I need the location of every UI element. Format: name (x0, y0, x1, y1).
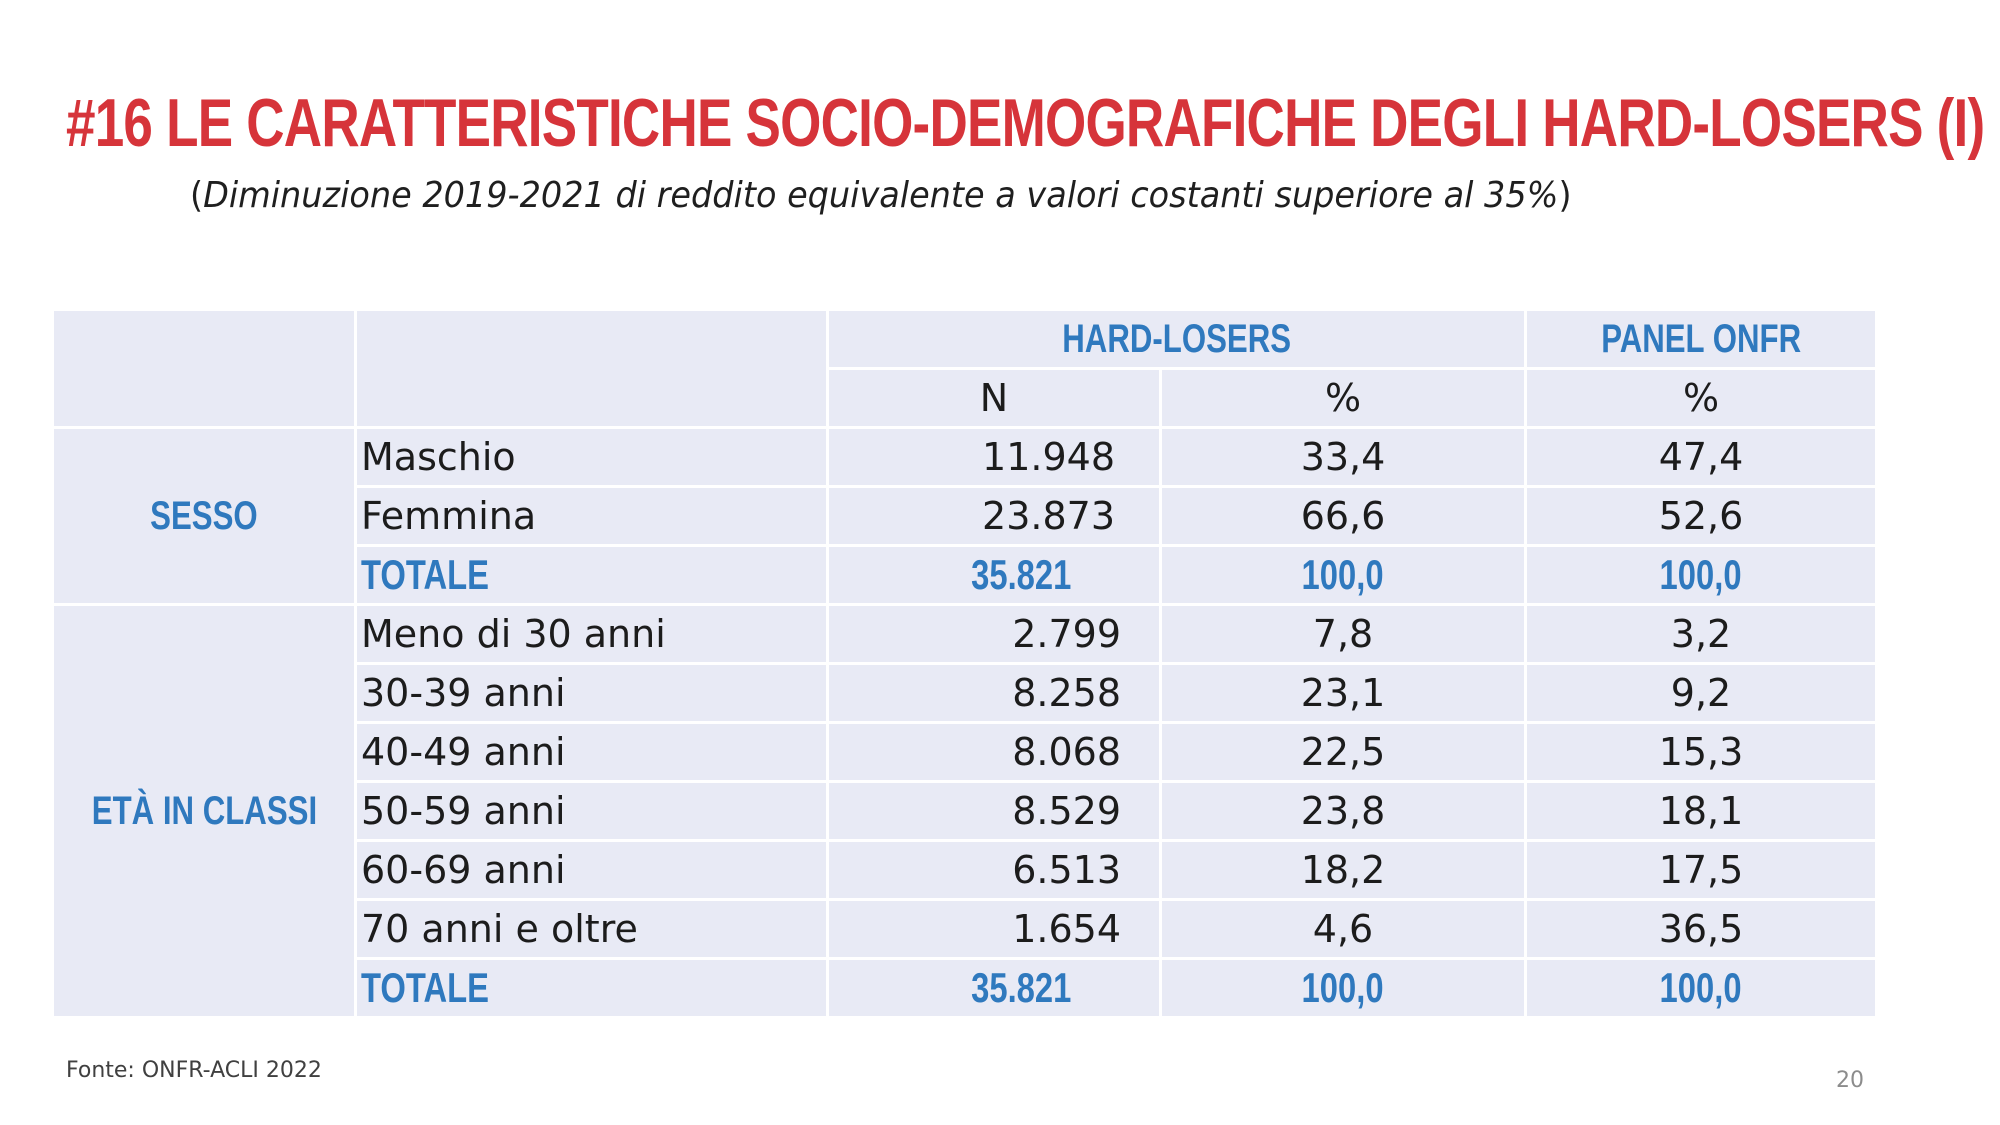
table-row: 40-49 anni 8.068 22,5 15,3 (53, 721, 1878, 783)
table-row: 50-59 anni 8.529 23,8 18,1 (53, 780, 1878, 842)
row-label: Femmina (354, 485, 829, 547)
row-label: 70 anni e oltre (354, 898, 829, 960)
subtitle-text: Diminuzione 2019-2021 di reddito equival… (203, 175, 1559, 216)
cell-n: 8.529 (826, 780, 1162, 842)
table-row: Femmina 23.873 66,6 52,6 (53, 485, 1878, 547)
header-empty-category (51, 308, 357, 429)
subtitle-close-paren: ) (1558, 175, 1572, 216)
cell-pct: 23,1 (1159, 662, 1527, 724)
cell-pct: 22,5 (1159, 721, 1527, 783)
row-label: 40-49 anni (354, 721, 829, 783)
hard-losers-table: HARD-LOSERS PANEL ONFR N % % SESSO Masch… (51, 308, 1878, 1019)
cell-panel-pct: 36,5 (1524, 898, 1878, 960)
cell-n: 1.654 (826, 898, 1162, 960)
subheader-pct-panel: % (1524, 367, 1878, 429)
total-panel-pct: 100,0 (1524, 544, 1878, 606)
cell-pct: 66,6 (1159, 485, 1527, 547)
cell-n: 11.948 (826, 426, 1162, 488)
header-panel-onfr: PANEL ONFR (1524, 308, 1878, 370)
table-row: 70 anni e oltre 1.654 4,6 36,5 (53, 898, 1878, 960)
cell-n: 23.873 (826, 485, 1162, 547)
cell-n: 6.513 (826, 839, 1162, 901)
cell-panel-pct: 47,4 (1524, 426, 1878, 488)
row-label: 50-59 anni (354, 780, 829, 842)
table-row: ETÀ IN CLASSI Meno di 30 anni 2.799 7,8 … (51, 603, 1878, 1019)
table-header-row: HARD-LOSERS PANEL ONFR (51, 308, 1878, 429)
category-sesso: SESSO (51, 426, 357, 606)
table-subheader-row: N % % (53, 367, 1878, 429)
slide-title: #16 Le caratteristiche socio-demografich… (66, 85, 1985, 161)
table-row: 30-39 anni 8.258 23,1 9,2 (53, 662, 1878, 724)
header-hard-losers: HARD-LOSERS (826, 308, 1527, 370)
total-pct: 100,0 (1159, 957, 1527, 1019)
cell-panel-pct: 52,6 (1524, 485, 1878, 547)
subheader-pct-hard-losers: % (1159, 367, 1527, 429)
row-label: 60-69 anni (354, 839, 829, 901)
total-pct: 100,0 (1159, 544, 1527, 606)
total-n: 35.821 (826, 957, 1162, 1019)
table-total-row: TOTALE 35.821 100,0 100,0 (53, 544, 1878, 606)
cell-panel-pct: 3,2 (1524, 603, 1878, 665)
category-eta-in-classi: ETÀ IN CLASSI (51, 603, 357, 1019)
row-label: Maschio (354, 426, 829, 488)
cell-panel-pct: 17,5 (1524, 839, 1878, 901)
row-label: Meno di 30 anni (354, 603, 829, 665)
subheader-n: N (826, 367, 1162, 429)
header-empty-label (354, 308, 829, 429)
source-note: Fonte: ONFR-ACLI 2022 (66, 1058, 322, 1083)
table-row: 60-69 anni 6.513 18,2 17,5 (53, 839, 1878, 901)
page-number: 20 (1836, 1068, 1864, 1093)
cell-pct: 33,4 (1159, 426, 1527, 488)
cell-pct: 18,2 (1159, 839, 1527, 901)
cell-n: 2.799 (826, 603, 1162, 665)
row-label: 30-39 anni (354, 662, 829, 724)
cell-n: 8.068 (826, 721, 1162, 783)
cell-pct: 23,8 (1159, 780, 1527, 842)
total-label: TOTALE (354, 544, 829, 606)
cell-panel-pct: 18,1 (1524, 780, 1878, 842)
total-label: TOTALE (354, 957, 829, 1019)
cell-pct: 7,8 (1159, 603, 1527, 665)
cell-n: 8.258 (826, 662, 1162, 724)
table-total-row: TOTALE 35.821 100,0 100,0 (53, 957, 1878, 1019)
subtitle-open-paren: ( (190, 175, 204, 216)
cell-panel-pct: 9,2 (1524, 662, 1878, 724)
total-panel-pct: 100,0 (1524, 957, 1878, 1019)
cell-panel-pct: 15,3 (1524, 721, 1878, 783)
total-n: 35.821 (826, 544, 1162, 606)
cell-pct: 4,6 (1159, 898, 1527, 960)
table-row: SESSO Maschio 11.948 33,4 47,4 (51, 426, 1878, 606)
slide-subtitle: (Diminuzione 2019-2021 di reddito equiva… (190, 172, 1572, 220)
